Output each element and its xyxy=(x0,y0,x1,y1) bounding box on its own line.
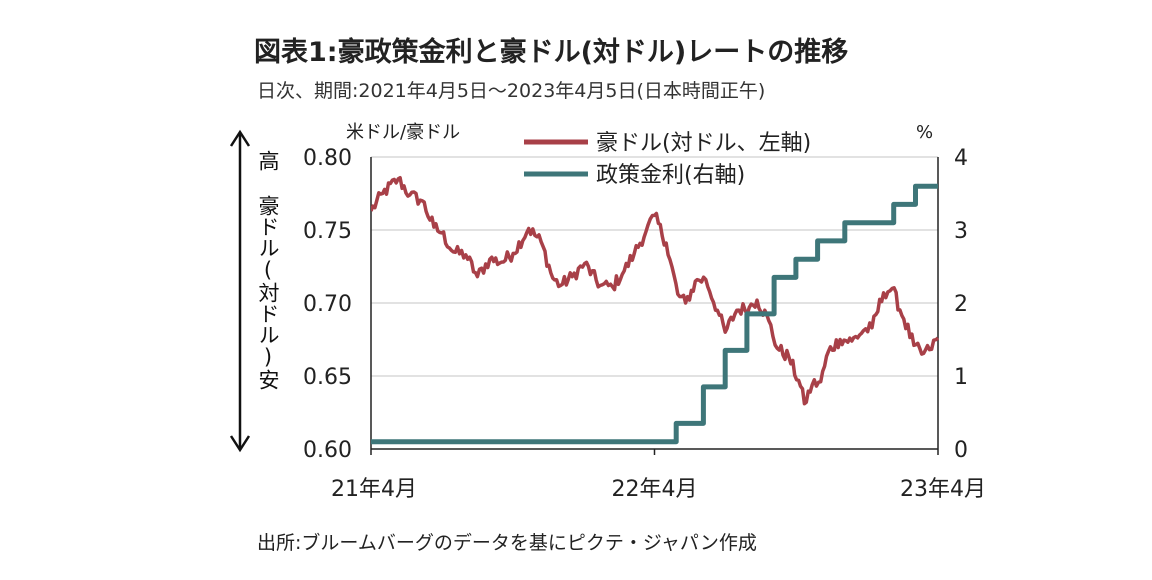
right-axis-ticks: 0 1 2 3 4 xyxy=(954,146,968,463)
left-axis-ticks: 0.60 0.65 0.70 0.75 0.80 xyxy=(303,146,352,463)
series-layer xyxy=(371,175,939,445)
axes xyxy=(370,157,939,455)
right-tick-label: 1 xyxy=(954,365,968,390)
right-tick-label: 4 xyxy=(954,146,968,171)
left-tick-label: 0.65 xyxy=(303,365,352,390)
left-tick-label: 0.60 xyxy=(303,438,352,463)
left-tick-label: 0.75 xyxy=(303,219,352,244)
chart-subtitle: 日次、期間:2021年4月5日～2023年4月5日(日本時間正午) xyxy=(257,80,766,102)
source-note: 出所:ブルームバーグのデータを基にピクテ・ジャパン作成 xyxy=(257,532,757,554)
right-tick-label: 0 xyxy=(954,438,968,463)
legend-label: 政策金利(右軸) xyxy=(596,163,745,188)
aud-usd-line xyxy=(371,175,939,406)
legend-label: 豪ドル(対ドル、左軸) xyxy=(596,131,811,156)
left-axis-unit-label: 米ドル/豪ドル xyxy=(346,122,460,143)
grid-lines xyxy=(371,156,938,377)
x-tick-label: 23年4月 xyxy=(900,477,986,502)
legend: 豪ドル(対ドル、左軸) 政策金利(右軸) xyxy=(524,131,811,188)
left-tick-label: 0.80 xyxy=(303,146,352,171)
double-arrow-icon xyxy=(229,129,251,453)
chart-title: 図表1:豪政策金利と豪ドル(対ドル)レートの推移 xyxy=(254,37,849,68)
right-tick-label: 3 xyxy=(954,219,968,244)
left-axis-side-label: 高 豪ドル(対ドル)安 xyxy=(256,150,280,390)
policy-rate-line xyxy=(371,183,938,445)
left-tick-label: 0.70 xyxy=(303,292,352,317)
x-axis-ticks: 21年4月 22年4月 23年4月 xyxy=(331,477,986,502)
right-axis-unit-label: % xyxy=(916,122,933,143)
x-tick-label: 22年4月 xyxy=(612,477,698,502)
x-tick-label: 21年4月 xyxy=(331,477,417,502)
right-tick-label: 2 xyxy=(954,292,968,317)
